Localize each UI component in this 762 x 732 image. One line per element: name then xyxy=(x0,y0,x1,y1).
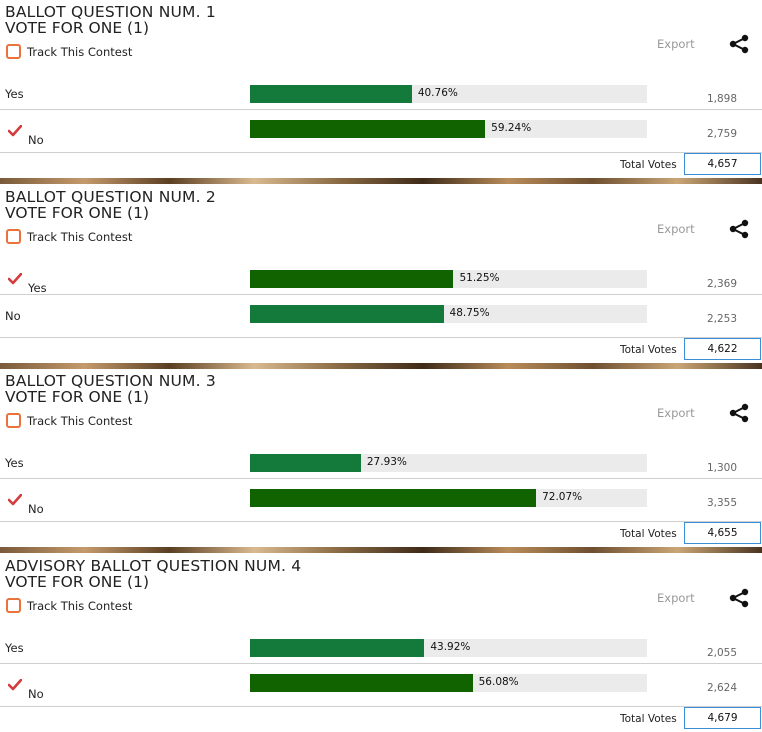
total-votes-label: Total Votes xyxy=(620,528,677,540)
percent-bar-fill xyxy=(250,85,412,103)
section-divider xyxy=(0,178,762,184)
choice-label: No xyxy=(28,502,44,516)
share-icon[interactable] xyxy=(728,403,750,423)
totals-row: Total Votes 4,622 xyxy=(0,337,762,362)
winner-check-icon xyxy=(8,125,22,137)
percent-bar-track: 59.24% xyxy=(250,120,647,138)
share-icon[interactable] xyxy=(728,34,750,54)
winner-check-icon xyxy=(8,273,22,285)
percent-label: 40.76% xyxy=(417,87,458,99)
choice-row: Yes 40.76% 1,898 xyxy=(0,73,762,110)
export-link[interactable]: Export xyxy=(657,591,695,605)
percent-bar-track: 56.08% xyxy=(250,674,647,692)
contest-card: ADVISORY BALLOT QUESTION NUM. 4 VOTE FOR… xyxy=(0,554,762,732)
choice-row: Yes 43.92% 2,055 xyxy=(0,627,762,664)
section-divider xyxy=(0,547,762,553)
track-checkbox[interactable] xyxy=(6,598,21,613)
track-checkbox[interactable] xyxy=(6,229,21,244)
export-link[interactable]: Export xyxy=(657,222,695,236)
percent-bar-track: 43.92% xyxy=(250,639,647,657)
total-votes-value: 4,657 xyxy=(684,153,761,175)
percent-bar-fill xyxy=(250,270,454,288)
percent-label: 56.08% xyxy=(478,676,519,688)
choice-row: No 56.08% 2,624 xyxy=(0,664,762,701)
track-contest-toggle[interactable]: Track This Contest xyxy=(6,413,132,428)
choice-row: No 48.75% 2,253 xyxy=(0,295,762,331)
vote-count: 3,355 xyxy=(706,497,737,509)
contest-subtitle: VOTE FOR ONE (1) xyxy=(5,388,150,406)
choice-row: No 59.24% 2,759 xyxy=(0,110,762,147)
track-label: Track This Contest xyxy=(27,598,133,613)
totals-row: Total Votes 4,679 xyxy=(0,706,762,731)
contest-title: BALLOT QUESTION NUM. 2 xyxy=(5,188,216,206)
contest-card: BALLOT QUESTION NUM. 1 VOTE FOR ONE (1) … xyxy=(0,0,762,178)
totals-row: Total Votes 4,657 xyxy=(0,152,762,177)
track-checkbox[interactable] xyxy=(6,413,21,428)
vote-count: 1,898 xyxy=(706,93,737,105)
percent-bar-track: 51.25% xyxy=(250,270,647,288)
track-label: Track This Contest xyxy=(27,229,133,244)
total-votes-value: 4,622 xyxy=(684,338,761,360)
choice-label: Yes xyxy=(5,87,24,101)
percent-bar-fill xyxy=(250,489,537,507)
choice-row: Yes 27.93% 1,300 xyxy=(0,442,762,479)
totals-row: Total Votes 4,655 xyxy=(0,521,762,546)
percent-label: 43.92% xyxy=(430,641,471,653)
track-contest-toggle[interactable]: Track This Contest xyxy=(6,598,132,613)
percent-bar-track: 40.76% xyxy=(250,85,647,103)
track-contest-toggle[interactable]: Track This Contest xyxy=(6,44,132,59)
vote-count: 2,759 xyxy=(706,128,737,140)
choice-row: Yes 51.25% 2,369 xyxy=(0,258,762,295)
choice-label: Yes xyxy=(5,641,24,655)
percent-bar-fill xyxy=(250,120,486,138)
percent-label: 51.25% xyxy=(459,272,500,284)
total-votes-value: 4,655 xyxy=(684,522,761,544)
export-link[interactable]: Export xyxy=(657,406,695,420)
percent-bar-fill xyxy=(250,305,444,323)
contest-card: BALLOT QUESTION NUM. 2 VOTE FOR ONE (1) … xyxy=(0,185,762,363)
total-votes-label: Total Votes xyxy=(620,344,677,356)
percent-bar-fill xyxy=(250,674,473,692)
choice-label: No xyxy=(28,133,44,147)
contest-title: BALLOT QUESTION NUM. 1 xyxy=(5,3,216,21)
track-contest-toggle[interactable]: Track This Contest xyxy=(6,229,132,244)
percent-bar-track: 72.07% xyxy=(250,489,647,507)
choice-label: Yes xyxy=(28,281,47,295)
percent-label: 27.93% xyxy=(366,456,407,468)
vote-count: 2,055 xyxy=(706,647,737,659)
total-votes-label: Total Votes xyxy=(620,713,677,725)
contest-card: BALLOT QUESTION NUM. 3 VOTE FOR ONE (1) … xyxy=(0,369,762,547)
contest-subtitle: VOTE FOR ONE (1) xyxy=(5,204,150,222)
percent-bar-track: 48.75% xyxy=(250,305,647,323)
vote-count: 1,300 xyxy=(706,462,737,474)
choice-row: No 72.07% 3,355 xyxy=(0,479,762,516)
total-votes-value: 4,679 xyxy=(684,707,761,729)
contest-title: ADVISORY BALLOT QUESTION NUM. 4 xyxy=(5,557,302,575)
vote-count: 2,624 xyxy=(706,682,737,694)
choice-label: No xyxy=(5,309,21,323)
vote-count: 2,369 xyxy=(706,278,737,290)
percent-bar-track: 27.93% xyxy=(250,454,647,472)
contest-subtitle: VOTE FOR ONE (1) xyxy=(5,19,150,37)
export-link[interactable]: Export xyxy=(657,37,695,51)
percent-bar-fill xyxy=(250,639,425,657)
percent-bar-fill xyxy=(250,454,361,472)
contest-title: BALLOT QUESTION NUM. 3 xyxy=(5,372,216,390)
share-icon[interactable] xyxy=(728,588,750,608)
vote-count: 2,253 xyxy=(706,313,737,325)
percent-label: 59.24% xyxy=(491,122,532,134)
winner-check-icon xyxy=(8,679,22,691)
section-divider xyxy=(0,363,762,369)
track-checkbox[interactable] xyxy=(6,44,21,59)
percent-label: 72.07% xyxy=(542,491,583,503)
contest-subtitle: VOTE FOR ONE (1) xyxy=(5,573,150,591)
winner-check-icon xyxy=(8,494,22,506)
percent-label: 48.75% xyxy=(449,307,490,319)
choice-label: No xyxy=(28,687,44,701)
share-icon[interactable] xyxy=(728,219,750,239)
total-votes-label: Total Votes xyxy=(620,159,677,171)
track-label: Track This Contest xyxy=(27,413,133,428)
track-label: Track This Contest xyxy=(27,44,133,59)
choice-label: Yes xyxy=(5,456,24,470)
